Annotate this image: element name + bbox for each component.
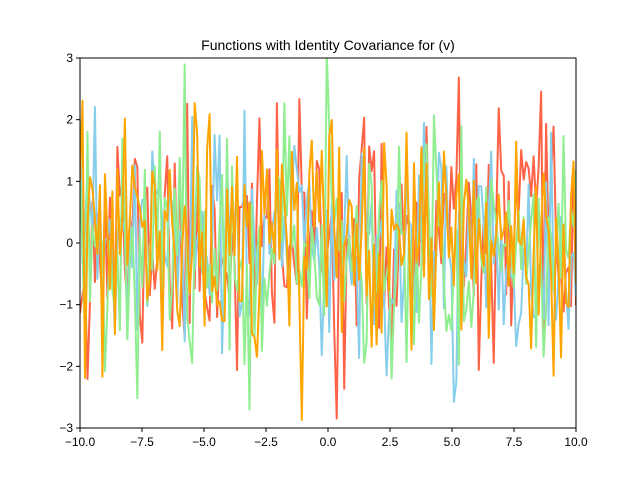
y-tick-label: −2 <box>59 359 73 373</box>
x-tick-label: −7.5 <box>130 435 154 449</box>
x-tick-label: −2.5 <box>254 435 278 449</box>
x-tick-label: −10.0 <box>65 435 96 449</box>
x-tick-label: 7.5 <box>506 435 523 449</box>
ticks-layer: −10.0 −7.5 −5.0 −2.5 0.0 2.5 5.0 7.5 10.0 −3 −2 −1 0… <box>59 51 588 449</box>
y-tick-label: −1 <box>59 298 73 312</box>
series-layer <box>80 58 576 421</box>
x-tick-label: 10.0 <box>564 435 588 449</box>
y-tick-label: −3 <box>59 421 73 435</box>
y-tick-label: 0 <box>66 236 73 250</box>
x-tick-label: −5.0 <box>192 435 216 449</box>
plot-frame <box>79 57 577 429</box>
chart-title: Functions with Identity Covariance for (… <box>201 37 455 53</box>
x-tick-label: 2.5 <box>382 435 399 449</box>
y-tick-label: 3 <box>66 51 73 65</box>
series-line-4 <box>80 99 576 421</box>
y-tick-label: 2 <box>66 113 73 127</box>
y-tick-label: 1 <box>66 174 73 188</box>
x-tick-label: 0.0 <box>320 435 337 449</box>
x-tick-label: 5.0 <box>444 435 461 449</box>
